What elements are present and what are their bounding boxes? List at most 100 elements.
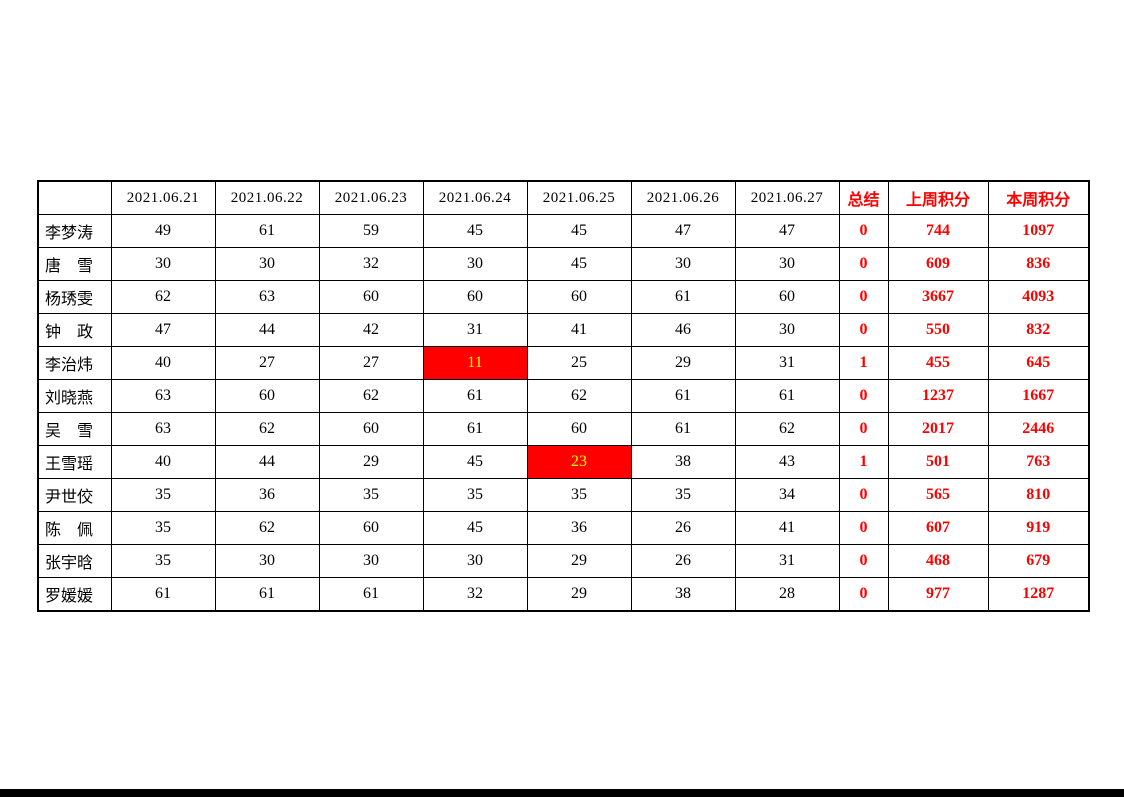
daily-score-cell: 60 <box>526 280 632 314</box>
date-column-header: 2021.06.27 <box>734 180 840 215</box>
daily-score-cell: 62 <box>318 379 424 413</box>
daily-score-cell: 35 <box>318 478 424 512</box>
table-row: 王雪瑶 40 44 29 45 23 38 43 1 501 763 <box>37 445 1090 479</box>
daily-score-cell: 59 <box>318 214 424 248</box>
daily-score-cell: 61 <box>422 379 528 413</box>
daily-score-cell: 35 <box>110 511 216 545</box>
table-row: 尹世佼 35 36 35 35 35 35 34 0 565 810 <box>37 478 1090 512</box>
daily-score-cell: 26 <box>630 544 736 578</box>
daily-score-cell: 35 <box>422 478 528 512</box>
daily-score-cell: 30 <box>734 247 840 281</box>
daily-score-cell: 44 <box>214 313 320 347</box>
this-week-cell: 1667 <box>987 379 1090 413</box>
summary-cell: 0 <box>838 313 889 347</box>
daily-score-cell: 61 <box>734 379 840 413</box>
daily-score-cell: 27 <box>214 346 320 380</box>
daily-score-cell: 45 <box>526 247 632 281</box>
daily-score-cell: 61 <box>214 214 320 248</box>
daily-score-cell: 62 <box>734 412 840 446</box>
last-week-cell: 2017 <box>887 412 989 446</box>
corner-cell <box>37 180 112 215</box>
daily-score-cell: 45 <box>422 445 528 479</box>
daily-score-cell: 61 <box>422 412 528 446</box>
daily-score-cell: 60 <box>318 412 424 446</box>
bottom-black-bar <box>0 789 1124 797</box>
daily-score-cell: 32 <box>422 577 528 612</box>
daily-score-cell: 29 <box>526 577 632 612</box>
daily-score-cell: 41 <box>734 511 840 545</box>
table-row: 吴 雪 63 62 60 61 60 61 62 0 2017 2446 <box>37 412 1090 446</box>
student-name: 陈 佩 <box>37 511 112 545</box>
daily-score-cell: 60 <box>526 412 632 446</box>
date-column-header: 2021.06.22 <box>214 180 320 215</box>
summary-cell: 0 <box>838 577 889 612</box>
daily-score-cell: 36 <box>526 511 632 545</box>
daily-score-cell: 30 <box>214 247 320 281</box>
daily-score-cell: 60 <box>318 280 424 314</box>
daily-score-cell: 47 <box>630 214 736 248</box>
summary-cell: 0 <box>838 544 889 578</box>
daily-score-cell: 63 <box>110 412 216 446</box>
daily-score-cell: 60 <box>214 379 320 413</box>
daily-score-cell: 62 <box>214 412 320 446</box>
date-column-header: 2021.06.26 <box>630 180 736 215</box>
last-week-cell: 744 <box>887 214 989 248</box>
last-week-cell: 3667 <box>887 280 989 314</box>
daily-score-cell: 61 <box>214 577 320 612</box>
daily-score-cell: 62 <box>526 379 632 413</box>
student-name: 唐 雪 <box>37 247 112 281</box>
daily-score-cell: 63 <box>214 280 320 314</box>
this-week-cell: 810 <box>987 478 1090 512</box>
daily-score-cell: 61 <box>630 412 736 446</box>
daily-score-cell: 30 <box>110 247 216 281</box>
daily-score-cell: 31 <box>734 544 840 578</box>
table-row: 陈 佩 35 62 60 45 36 26 41 0 607 919 <box>37 511 1090 545</box>
daily-score-cell: 28 <box>734 577 840 612</box>
daily-score-cell: 26 <box>630 511 736 545</box>
last-week-cell: 1237 <box>887 379 989 413</box>
student-name: 刘晓燕 <box>37 379 112 413</box>
last-week-cell: 977 <box>887 577 989 612</box>
summary-cell: 0 <box>838 511 889 545</box>
table-row: 李治炜 40 27 27 11 25 29 31 1 455 645 <box>37 346 1090 380</box>
daily-score-cell: 61 <box>318 577 424 612</box>
daily-score-cell: 45 <box>422 214 528 248</box>
last-week-cell: 565 <box>887 478 989 512</box>
student-name: 罗媛媛 <box>37 577 112 612</box>
daily-score-cell: 35 <box>630 478 736 512</box>
daily-score-cell: 62 <box>110 280 216 314</box>
student-name: 张宇晗 <box>37 544 112 578</box>
daily-score-cell: 40 <box>110 346 216 380</box>
date-column-header: 2021.06.24 <box>422 180 528 215</box>
daily-score-cell: 30 <box>630 247 736 281</box>
summary-cell: 1 <box>838 346 889 380</box>
daily-score-cell: 31 <box>734 346 840 380</box>
table-row: 杨琇雯 62 63 60 60 60 61 60 0 3667 4093 <box>37 280 1090 314</box>
daily-score-cell: 11 <box>422 346 528 380</box>
this-week-cell: 645 <box>987 346 1090 380</box>
table-row: 钟 政 47 44 42 31 41 46 30 0 550 832 <box>37 313 1090 347</box>
last-week-cell: 455 <box>887 346 989 380</box>
daily-score-cell: 60 <box>422 280 528 314</box>
daily-score-cell: 31 <box>422 313 528 347</box>
this-week-cell: 763 <box>987 445 1090 479</box>
this-week-cell: 1097 <box>987 214 1090 248</box>
daily-score-cell: 29 <box>526 544 632 578</box>
table-row: 罗媛媛 61 61 61 32 29 38 28 0 977 1287 <box>37 577 1090 612</box>
daily-score-cell: 35 <box>110 478 216 512</box>
student-name: 杨琇雯 <box>37 280 112 314</box>
daily-score-cell: 40 <box>110 445 216 479</box>
date-column-header: 2021.06.23 <box>318 180 424 215</box>
last-week-cell: 501 <box>887 445 989 479</box>
student-name: 王雪瑶 <box>37 445 112 479</box>
summary-cell: 0 <box>838 214 889 248</box>
daily-score-cell: 38 <box>630 577 736 612</box>
student-name: 吴 雪 <box>37 412 112 446</box>
student-name: 尹世佼 <box>37 478 112 512</box>
daily-score-cell: 47 <box>734 214 840 248</box>
daily-score-cell: 36 <box>214 478 320 512</box>
daily-score-cell: 30 <box>422 544 528 578</box>
daily-score-cell: 27 <box>318 346 424 380</box>
daily-score-cell: 47 <box>110 313 216 347</box>
